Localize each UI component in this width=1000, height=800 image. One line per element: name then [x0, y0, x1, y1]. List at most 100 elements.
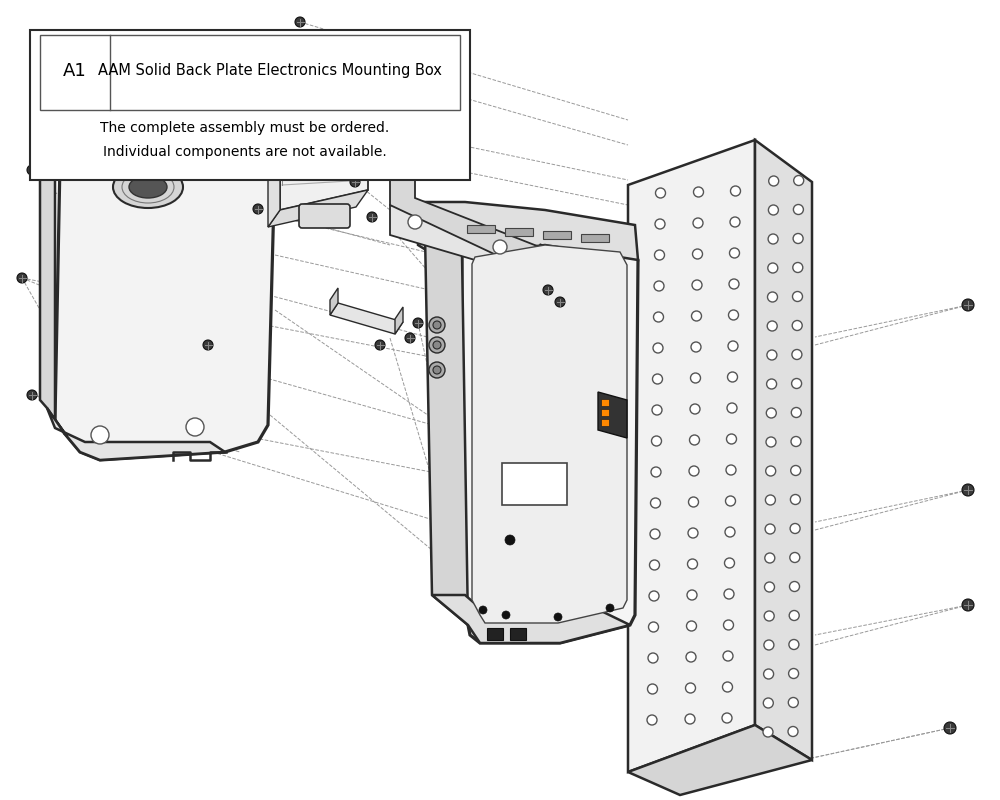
Circle shape — [143, 75, 153, 85]
Circle shape — [724, 589, 734, 599]
Circle shape — [724, 620, 734, 630]
Circle shape — [689, 466, 699, 476]
Bar — [543, 231, 571, 239]
Bar — [581, 234, 609, 242]
Circle shape — [726, 465, 736, 475]
Circle shape — [728, 341, 738, 351]
Circle shape — [765, 495, 775, 505]
Text: AAM Solid Back Plate Electronics Mounting Box: AAM Solid Back Plate Electronics Mountin… — [98, 63, 442, 78]
Circle shape — [792, 291, 802, 302]
Polygon shape — [418, 210, 475, 270]
Polygon shape — [40, 145, 65, 434]
Circle shape — [722, 713, 732, 723]
Circle shape — [685, 714, 695, 724]
Circle shape — [962, 484, 974, 496]
Circle shape — [729, 279, 739, 289]
Circle shape — [654, 281, 664, 291]
Circle shape — [692, 311, 702, 321]
Circle shape — [649, 591, 659, 601]
Circle shape — [769, 176, 779, 186]
Circle shape — [691, 342, 701, 352]
Circle shape — [730, 217, 740, 227]
Circle shape — [375, 340, 385, 350]
Polygon shape — [390, 123, 560, 285]
Bar — [487, 628, 503, 640]
Circle shape — [793, 205, 803, 214]
Circle shape — [767, 321, 777, 331]
Polygon shape — [390, 205, 560, 285]
Circle shape — [493, 240, 507, 254]
Polygon shape — [422, 202, 638, 260]
Circle shape — [429, 362, 445, 378]
Circle shape — [727, 403, 737, 413]
Circle shape — [789, 610, 799, 621]
Circle shape — [768, 263, 778, 273]
Circle shape — [791, 407, 801, 418]
Circle shape — [768, 292, 778, 302]
Circle shape — [962, 299, 974, 311]
Circle shape — [692, 249, 702, 259]
Polygon shape — [268, 190, 368, 227]
Circle shape — [408, 215, 422, 229]
Circle shape — [726, 496, 736, 506]
Bar — [502, 463, 567, 505]
Circle shape — [789, 639, 799, 650]
Bar — [601, 409, 609, 416]
Circle shape — [792, 350, 802, 359]
Circle shape — [791, 466, 801, 475]
Circle shape — [688, 559, 698, 569]
Circle shape — [767, 350, 777, 360]
Circle shape — [654, 312, 664, 322]
Circle shape — [726, 434, 736, 444]
Circle shape — [203, 340, 213, 350]
Circle shape — [768, 205, 778, 215]
Polygon shape — [432, 595, 630, 643]
Circle shape — [502, 611, 510, 619]
Circle shape — [728, 372, 738, 382]
Circle shape — [505, 535, 515, 545]
Circle shape — [554, 613, 562, 621]
Polygon shape — [628, 725, 812, 795]
Circle shape — [692, 280, 702, 290]
Ellipse shape — [129, 176, 167, 198]
Circle shape — [765, 553, 775, 563]
Circle shape — [650, 560, 660, 570]
Circle shape — [694, 187, 704, 197]
Polygon shape — [280, 45, 368, 210]
Circle shape — [647, 715, 657, 725]
Polygon shape — [472, 245, 627, 623]
Circle shape — [763, 698, 773, 708]
Circle shape — [429, 337, 445, 353]
Circle shape — [766, 437, 776, 447]
Circle shape — [790, 523, 800, 534]
Circle shape — [725, 527, 735, 537]
Circle shape — [687, 590, 697, 600]
Circle shape — [686, 621, 696, 631]
Circle shape — [794, 175, 804, 186]
Circle shape — [655, 219, 665, 229]
Circle shape — [650, 498, 660, 508]
Circle shape — [543, 285, 553, 295]
Circle shape — [433, 321, 441, 329]
Circle shape — [555, 297, 565, 307]
Ellipse shape — [113, 166, 183, 208]
Circle shape — [650, 529, 660, 539]
Circle shape — [792, 321, 802, 330]
Circle shape — [401, 153, 415, 167]
Circle shape — [429, 317, 445, 333]
Circle shape — [27, 165, 37, 175]
Circle shape — [648, 653, 658, 663]
Circle shape — [730, 248, 740, 258]
Circle shape — [479, 606, 487, 614]
Circle shape — [606, 604, 614, 612]
Circle shape — [788, 698, 798, 707]
Circle shape — [686, 683, 696, 693]
Circle shape — [690, 435, 700, 445]
Circle shape — [17, 273, 27, 283]
Circle shape — [765, 524, 775, 534]
Circle shape — [790, 553, 800, 562]
Polygon shape — [330, 288, 338, 315]
Circle shape — [790, 494, 800, 505]
Circle shape — [295, 17, 305, 27]
Polygon shape — [755, 140, 812, 760]
